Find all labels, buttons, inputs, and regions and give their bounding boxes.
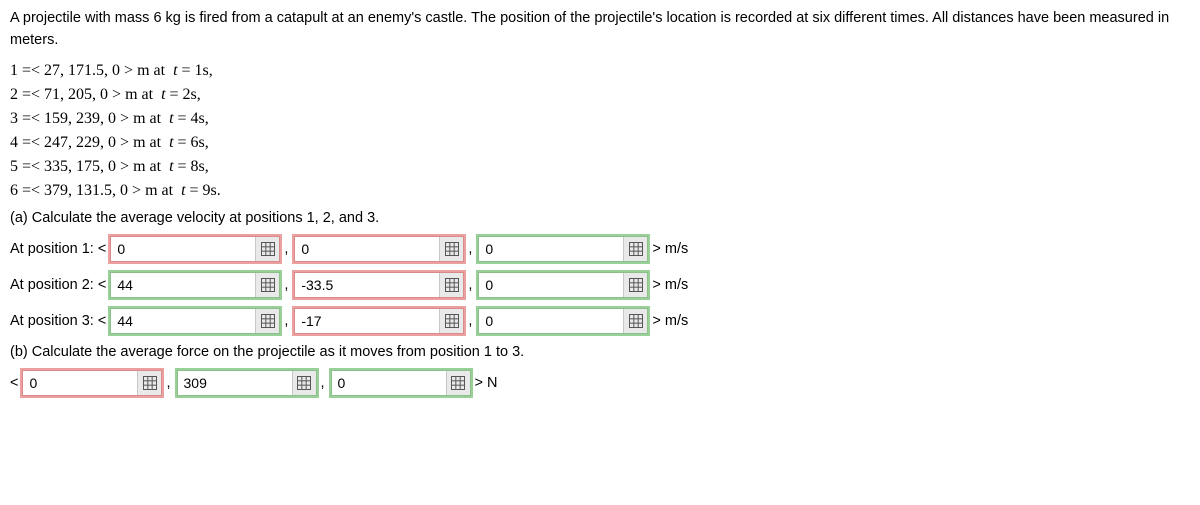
row-label: At position 1: < — [10, 241, 106, 257]
position-line: 6 =< 379, 131.5, 0 > m at t = 9s. — [10, 182, 1190, 200]
grid-icon[interactable] — [439, 237, 463, 261]
grid-icon[interactable] — [255, 309, 279, 333]
separator: , — [468, 313, 472, 329]
position-line: 1 =< 27, 171.5, 0 > m at t = 1s, — [10, 62, 1190, 80]
grid-icon[interactable] — [255, 237, 279, 261]
grid-icon[interactable] — [255, 273, 279, 297]
separator: , — [166, 375, 170, 391]
grid-icon[interactable] — [292, 371, 316, 395]
row-label: At position 2: < — [10, 277, 106, 293]
position-line: 4 =< 247, 229, 0 > m at t = 6s, — [10, 134, 1190, 152]
separator: , — [284, 277, 288, 293]
problem-statement: A projectile with mass 6 kg is fired fro… — [10, 8, 1190, 52]
separator: , — [321, 375, 325, 391]
unit-label: > m/s — [652, 277, 688, 293]
velocity-row: At position 3: <,, > m/s — [10, 308, 1190, 334]
separator: , — [284, 241, 288, 257]
part-b-prompt: (b) Calculate the average force on the p… — [10, 344, 1190, 360]
position-line: 5 =< 335, 175, 0 > m at t = 8s, — [10, 158, 1190, 176]
separator: , — [284, 313, 288, 329]
part-a-prompt: (a) Calculate the average velocity at po… — [10, 210, 1190, 226]
position-line: 3 =< 159, 239, 0 > m at t = 4s, — [10, 110, 1190, 128]
positions-list: 1 =< 27, 171.5, 0 > m at t = 1s, 2 =< 71,… — [10, 62, 1190, 200]
velocity-row: At position 1: <,, > m/s — [10, 236, 1190, 262]
unit-label: > m/s — [652, 241, 688, 257]
grid-icon[interactable] — [623, 309, 647, 333]
grid-icon[interactable] — [439, 273, 463, 297]
grid-icon[interactable] — [623, 273, 647, 297]
unit-label: > m/s — [652, 313, 688, 329]
grid-icon[interactable] — [439, 309, 463, 333]
position-line: 2 =< 71, 205, 0 > m at t = 2s, — [10, 86, 1190, 104]
separator: , — [468, 241, 472, 257]
separator: , — [468, 277, 472, 293]
grid-icon[interactable] — [623, 237, 647, 261]
force-row: <,, > N — [10, 370, 1190, 396]
row-label: < — [10, 375, 18, 391]
velocity-row: At position 2: <,, > m/s — [10, 272, 1190, 298]
unit-label: > N — [475, 375, 498, 391]
grid-icon[interactable] — [446, 371, 470, 395]
grid-icon[interactable] — [137, 371, 161, 395]
row-label: At position 3: < — [10, 313, 106, 329]
